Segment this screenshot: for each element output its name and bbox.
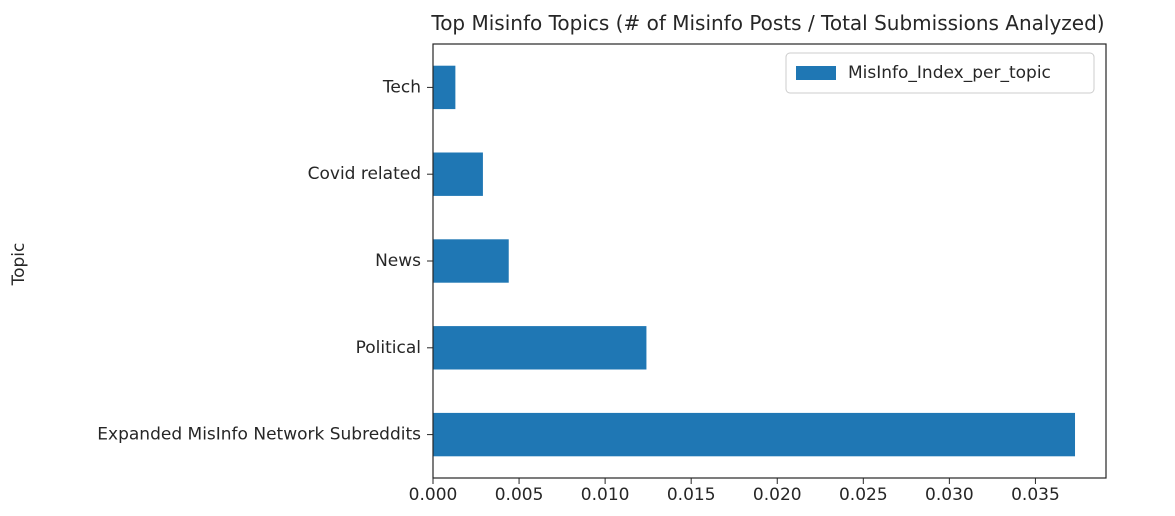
bar-news [433,239,509,283]
bar-covid-related [433,152,483,196]
x-tick-label: 0.020 [753,485,802,505]
x-tick-label: 0.005 [495,485,544,505]
x-tick-label: 0.010 [581,485,630,505]
legend: MisInfo_Index_per_topic [785,52,1095,94]
y-axis-label: Topic [9,243,29,287]
plot-frame [432,43,1107,479]
x-tick-label: 0.025 [839,485,888,505]
x-tick-label: 0.015 [667,485,716,505]
x-tick-label: 0.030 [925,485,974,505]
x-tick-label: 0.035 [1011,485,1060,505]
legend-label: MisInfo_Index_per_topic [848,63,1051,83]
legend-frame [785,52,1095,94]
chart-title: Top Misinfo Topics (# of Misinfo Posts /… [430,11,1104,35]
y-tick-label: Expanded MisInfo Network Subreddits [97,425,421,445]
y-tick-label: News [375,251,421,271]
plot-area: Expanded MisInfo Network Subreddits Polit… [97,43,1107,505]
bar-expanded-misinfo-network-subreddits [433,412,1076,457]
x-tick-label: 0.000 [409,485,458,505]
y-tick-label: Covid related [308,164,421,184]
y-tick-label: Political [356,338,421,358]
y-tick-label: Tech [382,77,421,97]
bar-political [433,326,647,370]
bar-tech [433,65,456,110]
legend-swatch [796,66,836,80]
